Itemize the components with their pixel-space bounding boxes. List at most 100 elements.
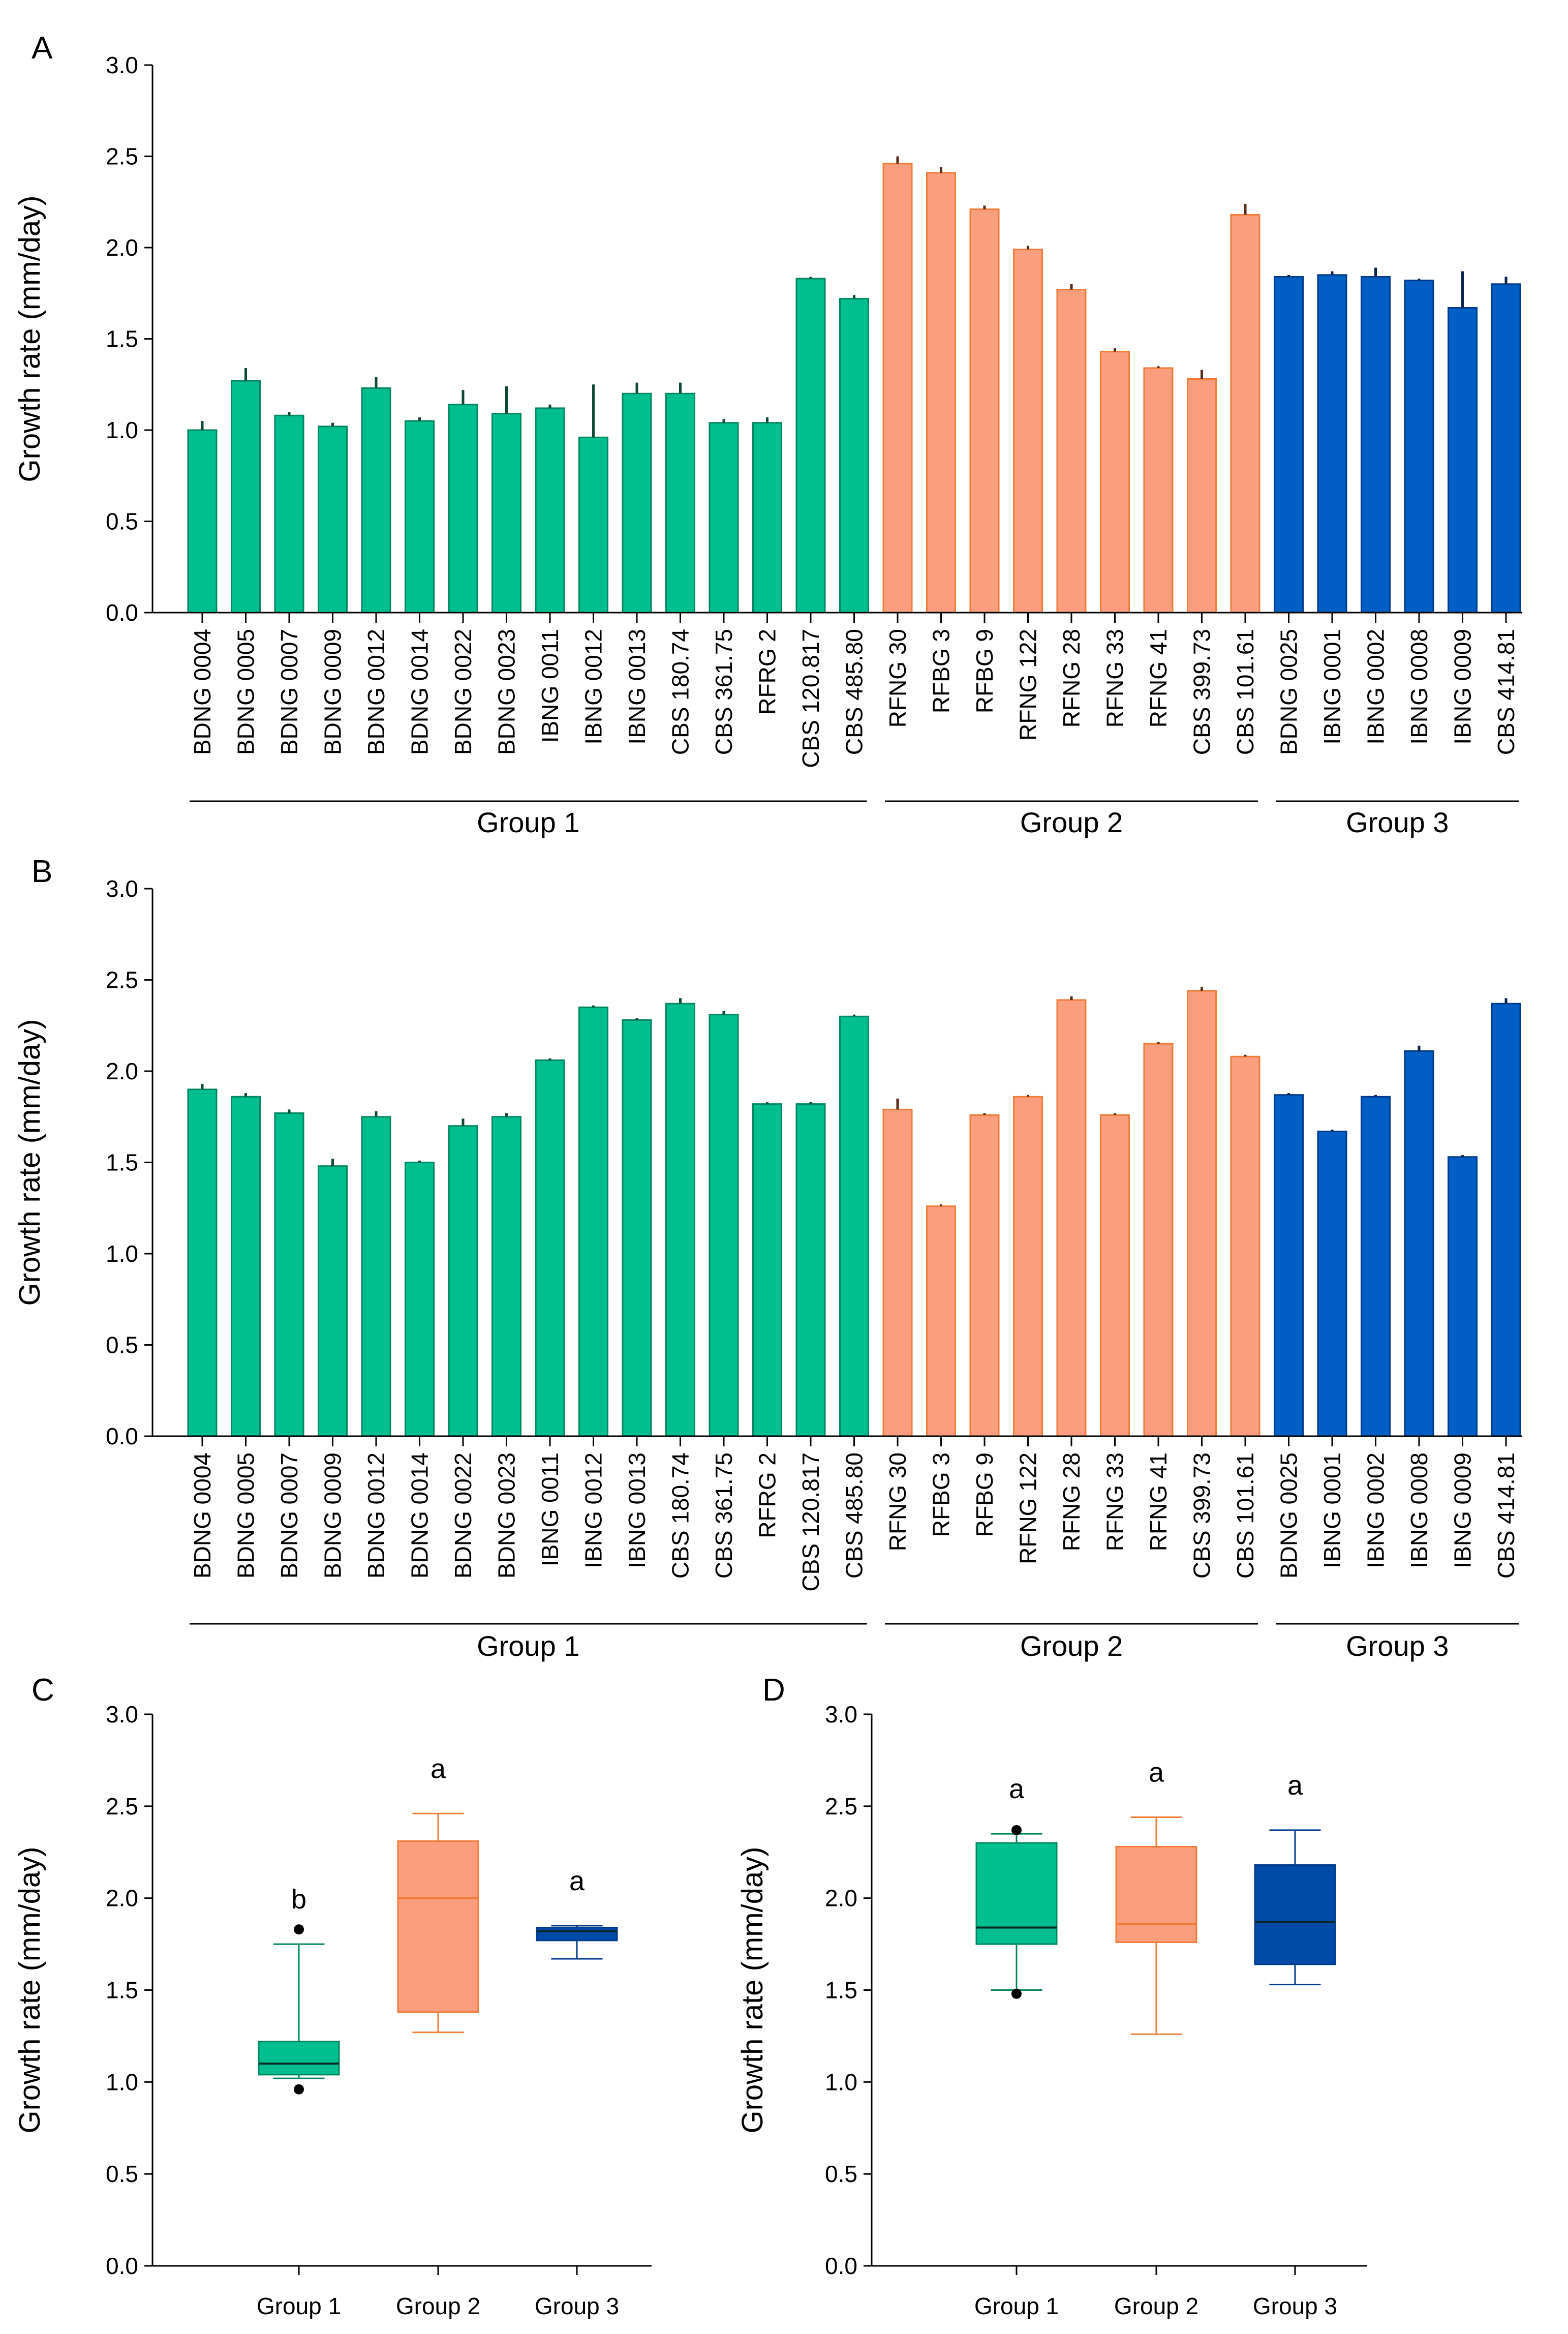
x-tick-label: BDNG 0022 xyxy=(450,629,476,755)
bar xyxy=(405,420,435,614)
panel-c-box-plot: 0.0 0.5 1.0 1.5 2.0 2.5 3.0 Growth rate (mm/day… xyxy=(13,1673,652,2319)
outlier-point xyxy=(1011,1988,1022,1999)
x-tick-label: IBNG 0001 xyxy=(1319,1452,1345,1568)
bar xyxy=(361,387,391,614)
y-axis-label: Growth rate (mm/day) xyxy=(13,1019,46,1306)
x-tick-label: RFNG 33 xyxy=(1102,629,1128,728)
bar xyxy=(839,1015,869,1437)
x-tick-label: CBS 485.80 xyxy=(841,629,868,755)
x-tick-label: CBS 414.81 xyxy=(1493,1452,1519,1579)
bar xyxy=(274,1112,304,1437)
significance-letter: a xyxy=(1009,1774,1025,1804)
bar xyxy=(622,392,652,614)
x-tick-label: CBS 101.61 xyxy=(1232,1452,1258,1579)
y-tick-label: 0.5 xyxy=(825,2161,857,2187)
bar xyxy=(1404,280,1434,614)
x-tick-label: IBNG 0002 xyxy=(1363,1452,1389,1568)
y-tick-label: 2.5 xyxy=(106,143,138,170)
box xyxy=(1254,1864,1336,1965)
bar xyxy=(535,1059,565,1437)
x-tick-label: Group 1 xyxy=(974,2293,1059,2319)
x-tick-label: BDNG 0004 xyxy=(189,1452,216,1579)
bar xyxy=(448,1125,478,1437)
panel-letter: C xyxy=(32,1673,54,1708)
y-tick-label: 1.0 xyxy=(106,417,138,443)
y-tick-label: 3.0 xyxy=(106,875,138,902)
bar xyxy=(274,414,304,614)
significance-letter: a xyxy=(1149,1757,1164,1788)
x-tick-label: RFNG 28 xyxy=(1058,629,1085,728)
bar xyxy=(1143,1043,1174,1437)
significance-letter: a xyxy=(1287,1770,1303,1801)
bar xyxy=(1013,1096,1043,1437)
bar xyxy=(491,1116,521,1437)
bar xyxy=(1317,274,1347,614)
x-tick-label: CBS 361.75 xyxy=(711,1452,737,1579)
box xyxy=(258,2041,340,2076)
x-tick-label: RFBG 9 xyxy=(971,1452,998,1537)
y-tick-label: 2.0 xyxy=(106,1058,138,1084)
x-tick-label: BDNG 0025 xyxy=(1276,1452,1302,1579)
bar xyxy=(882,163,913,614)
y-tick-label: 1.0 xyxy=(825,2069,857,2095)
y-tick-label: 0.0 xyxy=(106,2253,138,2279)
panel-letter: B xyxy=(32,854,52,889)
x-tick-label: IBNG 0012 xyxy=(580,1452,607,1568)
bar xyxy=(926,1205,956,1437)
bar xyxy=(795,1103,826,1437)
x-tick-label: BDNG 0014 xyxy=(407,1452,433,1579)
x-tick-label: IBNG 0001 xyxy=(1319,629,1345,745)
x-tick-label: CBS 180.74 xyxy=(667,629,694,755)
group-label: Group 1 xyxy=(477,1630,579,1662)
y-tick-label: 2.0 xyxy=(106,1885,138,1912)
panel-b-bar-chart: 0.0 0.5 1.0 1.5 2.0 2.5 3.0 Growth rate (mm/day… xyxy=(13,854,1522,1662)
bar xyxy=(1361,276,1391,614)
x-tick-label: CBS 414.81 xyxy=(1493,629,1519,755)
y-tick-label: 1.5 xyxy=(825,1977,857,2004)
significance-letter: b xyxy=(291,1884,306,1915)
x-tick-label: IBNG 0002 xyxy=(1363,629,1389,745)
bar xyxy=(491,413,521,614)
x-tick-label: CBS 399.73 xyxy=(1189,629,1215,755)
bar xyxy=(1100,1114,1130,1437)
bar xyxy=(1187,990,1217,1437)
y-tick-label: 1.0 xyxy=(106,2069,138,2095)
bar xyxy=(1056,289,1087,614)
bar xyxy=(1230,1055,1260,1437)
x-tick-label: BDNG 0012 xyxy=(363,1452,389,1579)
bar xyxy=(318,1165,348,1437)
bar xyxy=(405,1162,435,1437)
group-label: Group 2 xyxy=(1020,1630,1123,1662)
y-tick-label: 2.5 xyxy=(106,1793,138,1820)
x-tick-label: BDNG 0004 xyxy=(189,629,216,755)
y-axis-label: Growth rate (mm/day) xyxy=(13,1847,46,2134)
panel-letter: D xyxy=(762,1673,785,1708)
x-tick-label: RFNG 122 xyxy=(1015,1452,1041,1564)
x-tick-label: Group 3 xyxy=(1253,2293,1337,2319)
x-tick-label: IBNG 0009 xyxy=(1450,1452,1476,1568)
x-tick-label: IBNG 0009 xyxy=(1450,629,1476,745)
bar xyxy=(839,298,869,614)
x-tick-label: RFBG 3 xyxy=(928,1452,955,1537)
bar xyxy=(1404,1050,1434,1437)
box xyxy=(975,1842,1058,1945)
x-tick-label: Group 3 xyxy=(535,2293,619,2319)
bar xyxy=(231,380,261,614)
x-tick-label: RFNG 30 xyxy=(884,629,911,728)
x-tick-label: CBS 180.74 xyxy=(667,1452,694,1579)
x-tick-label: IBNG 0013 xyxy=(624,629,650,745)
x-tick-label: Group 2 xyxy=(396,2293,480,2319)
y-tick-label: 2.0 xyxy=(106,234,138,261)
bar xyxy=(361,1116,391,1437)
x-tick-label: RFRG 2 xyxy=(754,1452,781,1538)
y-tick-label: 0.5 xyxy=(106,1332,138,1358)
x-tick-label: BDNG 0022 xyxy=(450,1452,476,1579)
box xyxy=(1115,1845,1197,1943)
bar xyxy=(752,422,782,614)
y-axis-label: Growth rate (mm/day) xyxy=(736,1847,769,2134)
bar xyxy=(187,429,218,614)
bar xyxy=(535,407,565,614)
bar xyxy=(752,1103,782,1437)
x-tick-label: IBNG 0013 xyxy=(624,1452,650,1568)
